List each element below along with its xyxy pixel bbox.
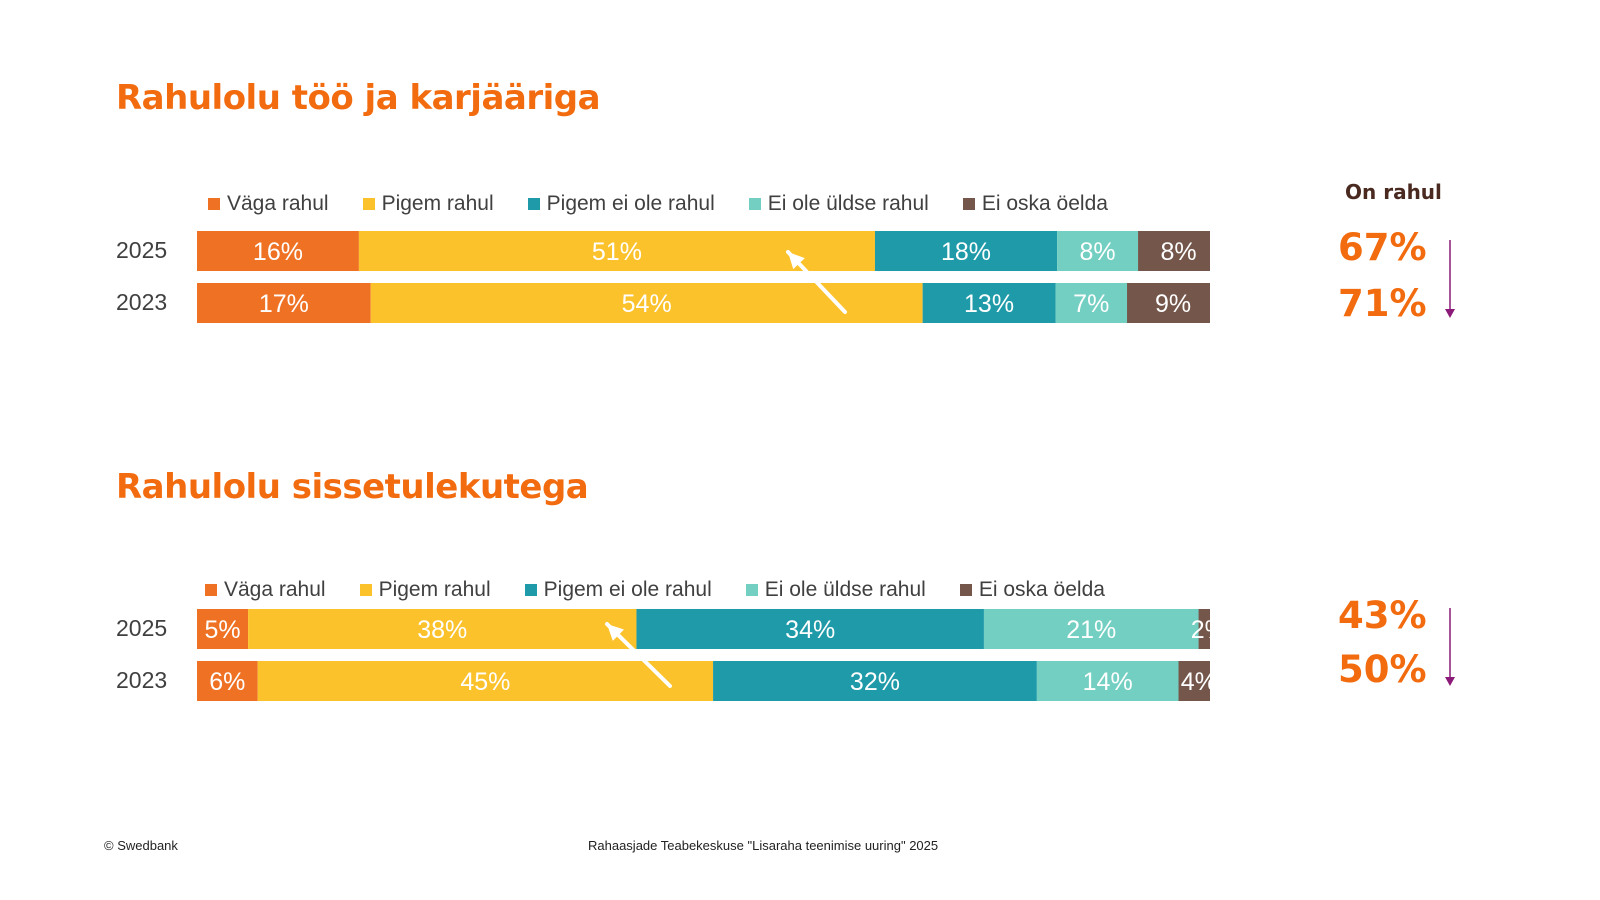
bar-segment-pigem-ei-ole-rahul-2023 (922, 283, 1056, 323)
legend-label: Väga rahul (227, 192, 329, 215)
category-label-2025: 2025 (116, 615, 167, 641)
bar-segment-ei-oska-oelda-2025 (1138, 231, 1210, 271)
bar-segment-vaga-rahul-2025 (197, 231, 359, 271)
legend-swatch (748, 198, 761, 210)
total-satisfied-income-2023: 50% (1338, 648, 1427, 691)
bar-segment-ei-ole-uldse-rahul-2023 (1055, 283, 1128, 323)
legend-swatch (205, 584, 217, 596)
trend-down-arrow-icon (1445, 240, 1455, 318)
legend-item-pigem-rahul: Pigem rahul (359, 578, 491, 602)
legend-label: Ei ole üldse rahul (767, 192, 929, 215)
data-label-vaga-rahul-2025: 16% (253, 238, 303, 266)
bar-segment-ei-oska-oelda-2023 (1127, 283, 1210, 323)
legend-swatch (524, 584, 537, 596)
category-label-2025: 2025 (116, 237, 167, 263)
increase-arrow-head-icon (788, 252, 805, 270)
bar-segment-pigem-rahul-2023 (257, 661, 714, 701)
data-label-ei-ole-uldse-rahul-2023: 14% (1083, 668, 1133, 696)
data-label-ei-oska-oelda-2023: 4% (1181, 668, 1210, 696)
data-label-pigem-rahul-2025: 38% (417, 616, 467, 644)
legend-item-ei-ole-uldse-rahul: Ei ole üldse rahul (748, 192, 929, 216)
on-rahul-header: On rahul (1345, 180, 1442, 204)
legend-label: Ei oska öelda (981, 192, 1108, 215)
data-label-vaga-rahul-2023: 6% (209, 668, 245, 696)
chart-title-income: Rahulolu sissetulekutega (116, 467, 589, 507)
data-label-vaga-rahul-2023: 17% (259, 290, 309, 318)
legend-label: Ei oska öelda (978, 578, 1105, 601)
legend-swatch (745, 584, 758, 596)
data-label-pigem-ei-ole-rahul-2025: 34% (785, 616, 835, 644)
legend-swatch (959, 584, 972, 596)
bar-segment-ei-ole-uldse-rahul-2025 (983, 609, 1199, 649)
legend-item-ei-oska-oelda: Ei oska öelda (959, 578, 1105, 602)
data-label-pigem-ei-ole-rahul-2023: 13% (964, 290, 1014, 318)
stacked-bar-chart-income: 2025 5% 38% 34% 21% 2% 2023 6% 45% 32% 14% 4% (116, 609, 1210, 701)
data-label-ei-oska-oelda-2025: 2% (1191, 616, 1210, 644)
category-label-2023: 2023 (116, 289, 167, 315)
bar-segment-vaga-rahul-2023 (197, 661, 258, 701)
data-label-pigem-rahul-2025: 51% (592, 238, 642, 266)
bar-segment-pigem-rahul-2025 (248, 609, 637, 649)
bar-segment-vaga-rahul-2023 (197, 283, 371, 323)
legend-item-pigem-rahul: Pigem rahul (362, 192, 494, 216)
bar-segment-ei-oska-oelda-2023 (1178, 661, 1210, 701)
stacked-bar-chart-work: 2025 16% 51% 18% 8% 8% 2023 17% 54% 13% 7% 9% (116, 231, 1210, 323)
bar-segment-pigem-rahul-2023 (370, 283, 923, 323)
bar-segment-ei-ole-uldse-rahul-2023 (1036, 661, 1179, 701)
data-label-ei-oska-oelda-2025: 8% (1160, 238, 1196, 266)
chart-title-work: Rahulolu töö ja karjääriga (116, 78, 601, 118)
trend-down-arrow-icon (1445, 608, 1455, 686)
total-satisfied-work-2025: 67% (1338, 226, 1427, 269)
total-satisfied-work-2023: 71% (1338, 282, 1427, 325)
bar-segment-pigem-ei-ole-rahul-2025 (874, 231, 1058, 271)
data-label-pigem-rahul-2023: 45% (460, 668, 510, 696)
category-label-2023: 2023 (116, 667, 167, 693)
bar-segment-vaga-rahul-2025 (197, 609, 249, 649)
legend-item-pigem-ei-ole-rahul: Pigem ei ole rahul (524, 578, 712, 602)
legend-income: Väga rahul Pigem rahul Pigem ei ole rahul E… (205, 578, 1139, 602)
legend-swatch (362, 198, 375, 210)
footer-copyright: © Swedbank (104, 838, 178, 853)
legend-work: Väga rahul Pigem rahul Pigem ei ole rahul E… (208, 192, 1142, 216)
legend-label: Pigem rahul (378, 578, 491, 601)
data-label-ei-ole-uldse-rahul-2025: 21% (1066, 616, 1116, 644)
footer-source: Rahaasjade Teabekeskuse "Lisaraha teenim… (588, 838, 939, 853)
data-label-ei-oska-oelda-2023: 9% (1155, 290, 1191, 318)
legend-label: Väga rahul (224, 578, 326, 601)
bar-segment-pigem-ei-ole-rahul-2025 (636, 609, 984, 649)
legend-label: Ei ole üldse rahul (764, 578, 926, 601)
data-label-pigem-ei-ole-rahul-2025: 18% (941, 238, 991, 266)
legend-swatch (359, 584, 372, 596)
legend-item-vaga-rahul: Väga rahul (208, 192, 329, 216)
legend-swatch (527, 198, 540, 210)
total-satisfied-income-2025: 43% (1338, 594, 1427, 637)
legend-swatch (962, 198, 975, 210)
data-label-vaga-rahul-2025: 5% (204, 616, 240, 644)
legend-label: Pigem ei ole rahul (543, 578, 712, 601)
bar-segment-ei-oska-oelda-2025 (1198, 609, 1210, 649)
legend-label: Pigem ei ole rahul (546, 192, 715, 215)
legend-label: Pigem rahul (381, 192, 494, 215)
legend-item-ei-ole-uldse-rahul: Ei ole üldse rahul (745, 578, 926, 602)
increase-arrow-head-icon (607, 624, 625, 641)
legend-item-vaga-rahul: Väga rahul (205, 578, 326, 602)
data-label-pigem-ei-ole-rahul-2023: 32% (850, 668, 900, 696)
legend-item-ei-oska-oelda: Ei oska öelda (962, 192, 1108, 216)
bar-segment-pigem-ei-ole-rahul-2023 (713, 661, 1037, 701)
legend-item-pigem-ei-ole-rahul: Pigem ei ole rahul (527, 192, 715, 216)
data-label-pigem-rahul-2023: 54% (622, 290, 672, 318)
bar-segment-ei-ole-uldse-rahul-2025 (1057, 231, 1139, 271)
legend-swatch (208, 198, 220, 210)
data-label-ei-ole-uldse-rahul-2025: 8% (1080, 238, 1116, 266)
data-label-ei-ole-uldse-rahul-2023: 7% (1073, 290, 1109, 318)
